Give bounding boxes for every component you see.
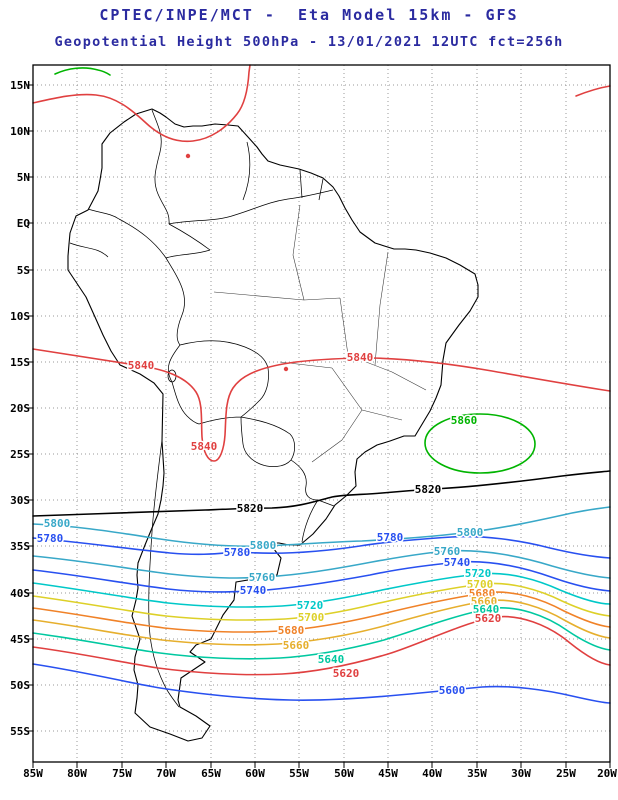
contour-label-5820: 5820 bbox=[415, 483, 442, 496]
axis-ticks bbox=[27, 84, 611, 768]
lon-label: 70W bbox=[156, 767, 176, 780]
contour-label-5620: 5620 bbox=[333, 667, 360, 680]
contour-label-5720: 5720 bbox=[465, 567, 492, 580]
contour-5720 bbox=[32, 572, 611, 608]
contour-label-5740: 5740 bbox=[240, 584, 267, 597]
contour-label-5800: 5800 bbox=[250, 539, 277, 552]
contour-5820 bbox=[32, 470, 611, 517]
coastline bbox=[67, 108, 479, 742]
contour-label-5660: 5660 bbox=[471, 595, 498, 608]
contour-5740 bbox=[32, 560, 611, 593]
lat-label: 30S bbox=[10, 494, 30, 507]
contour-label-5740: 5740 bbox=[444, 556, 471, 569]
contour-5860 bbox=[424, 413, 536, 474]
lat-label: 15N bbox=[10, 79, 30, 92]
lat-label: 45S bbox=[10, 633, 30, 646]
lat-label: 20S bbox=[10, 402, 30, 415]
lon-label: 80W bbox=[67, 767, 87, 780]
country-borders bbox=[69, 109, 335, 708]
contour-5680 bbox=[32, 591, 611, 633]
lon-label: 55W bbox=[289, 767, 309, 780]
lon-label: 65W bbox=[201, 767, 221, 780]
contour-label-5820: 5820 bbox=[237, 502, 264, 515]
contour-label-5840: 5840 bbox=[128, 359, 155, 372]
lon-label: 75W bbox=[112, 767, 132, 780]
state-borders bbox=[213, 204, 427, 463]
lon-label: 20W bbox=[597, 767, 617, 780]
contour-label-5760: 5760 bbox=[249, 571, 276, 584]
contour-label-5800: 5800 bbox=[44, 517, 71, 530]
contour-label-5680: 5680 bbox=[469, 587, 496, 600]
contour-label-5680: 5680 bbox=[278, 624, 305, 637]
lat-label: 25S bbox=[10, 448, 30, 461]
lon-label: 25W bbox=[556, 767, 576, 780]
contour-label-5640: 5640 bbox=[318, 653, 345, 666]
chart-title-line2: Geopotential Height 500hPa - 13/01/2021 … bbox=[54, 34, 564, 50]
contour-label-5780: 5780 bbox=[224, 546, 251, 559]
lat-label: 40S bbox=[10, 587, 30, 600]
lon-label: 50W bbox=[334, 767, 354, 780]
contour-label-5760: 5760 bbox=[434, 545, 461, 558]
contour-5840-tropical bbox=[32, 64, 251, 143]
contour-5860-north bbox=[54, 67, 111, 76]
red-marker bbox=[185, 153, 191, 159]
contour-label-5840: 5840 bbox=[347, 351, 374, 364]
lon-label: 35W bbox=[467, 767, 487, 780]
lat-label: EQ bbox=[17, 217, 31, 230]
lat-label: 10S bbox=[10, 310, 30, 323]
contour-5660 bbox=[32, 599, 611, 646]
contour-5840-northeast bbox=[575, 85, 611, 97]
contour-label-5660: 5660 bbox=[283, 639, 310, 652]
contour-label-5620: 5620 bbox=[475, 612, 502, 625]
contour-5760 bbox=[32, 549, 611, 579]
lon-label: 85W bbox=[23, 767, 43, 780]
lon-label: 45W bbox=[378, 767, 398, 780]
contour-5700 bbox=[32, 582, 611, 621]
lon-label: 40W bbox=[422, 767, 442, 780]
contour-label-5840: 5840 bbox=[191, 440, 218, 453]
lat-label: 5N bbox=[17, 171, 30, 184]
lat-label: 55S bbox=[10, 725, 30, 738]
contour-label-5800: 5800 bbox=[457, 526, 484, 539]
contour-5780 bbox=[32, 535, 611, 559]
contour-label-5700: 5700 bbox=[298, 611, 325, 624]
contour-5800 bbox=[32, 506, 611, 548]
contour-label-5720: 5720 bbox=[297, 599, 324, 612]
contour-label-5860: 5860 bbox=[451, 414, 478, 427]
map-frame bbox=[32, 64, 611, 763]
lat-label: 50S bbox=[10, 679, 30, 692]
contour-5640 bbox=[32, 607, 611, 660]
lon-label: 60W bbox=[245, 767, 265, 780]
contour-label-5780: 5780 bbox=[37, 532, 64, 545]
contour-label-5640: 5640 bbox=[473, 603, 500, 616]
lat-label: 15S bbox=[10, 356, 30, 369]
contour-label-5700: 5700 bbox=[467, 578, 494, 591]
chart-title-line1: CPTEC/INPE/MCT - Eta Model 15km - GFS bbox=[99, 6, 519, 24]
lat-label: 35S bbox=[10, 540, 30, 553]
contour-label-5780: 5780 bbox=[377, 531, 404, 544]
lat-label: 5S bbox=[17, 264, 30, 277]
contour-label-5600: 5600 bbox=[439, 684, 466, 697]
lon-label: 30W bbox=[511, 767, 531, 780]
contour-5840 bbox=[32, 348, 611, 462]
contour-5600 bbox=[32, 663, 611, 704]
red-marker bbox=[283, 366, 289, 372]
contour-5620 bbox=[32, 615, 611, 676]
lat-label: 10N bbox=[10, 125, 30, 138]
